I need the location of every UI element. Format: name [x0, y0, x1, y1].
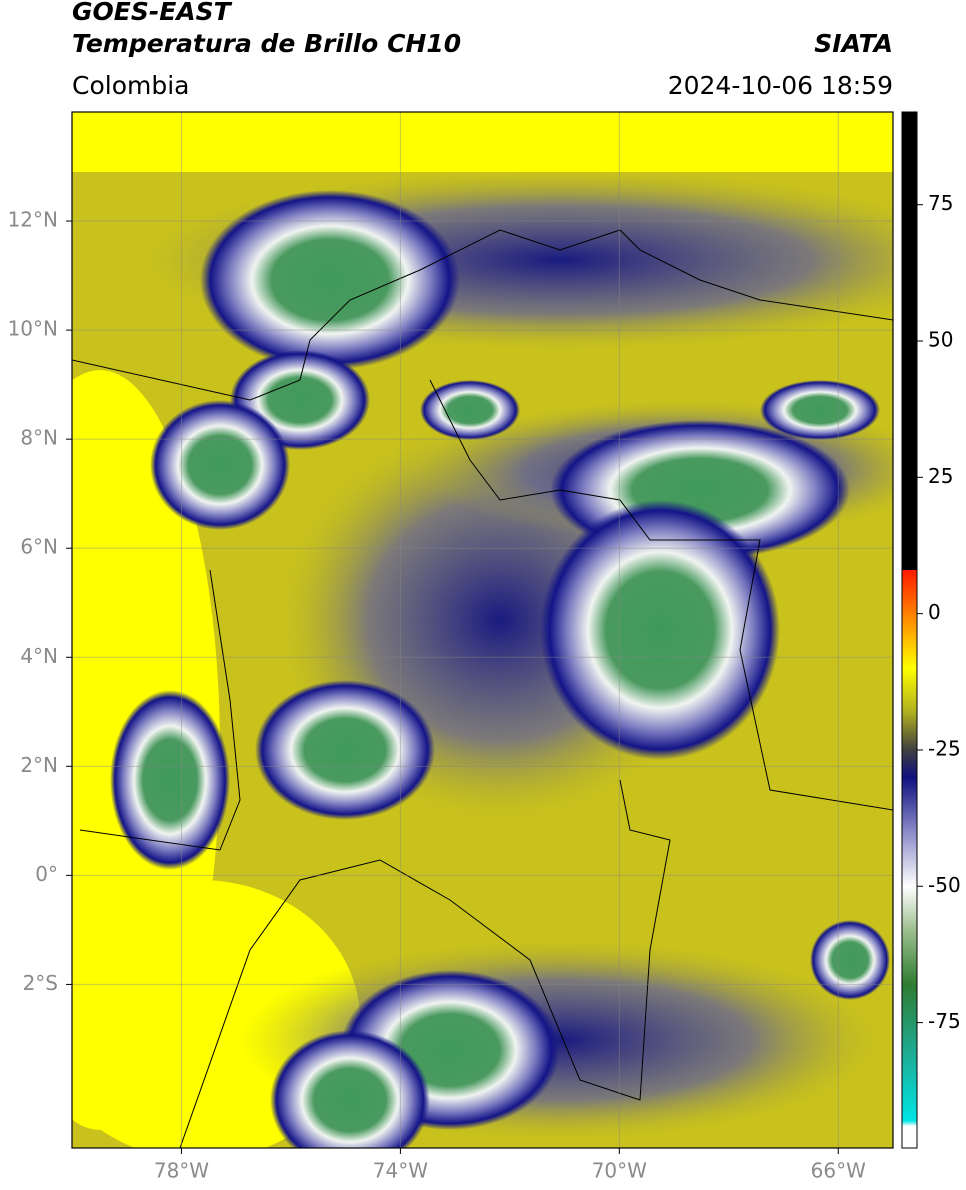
- map-frame: [71, 111, 894, 1149]
- product: Temperatura de Brillo CH10: [72, 29, 461, 58]
- colorbar-tick-label: 0: [928, 600, 941, 624]
- warm-area: [72, 112, 893, 172]
- x-tick-label: 74°W: [373, 1159, 428, 1183]
- colorbar-tick-label: 25: [928, 464, 953, 488]
- storm: [540, 500, 780, 760]
- colorbar-tick-label: -75: [928, 1009, 961, 1033]
- storm: [760, 380, 880, 440]
- region: Colombia: [72, 71, 189, 100]
- colorbar-tick-label: -25: [928, 736, 961, 760]
- grid: [72, 112, 893, 1148]
- colorbar-tick-label: 75: [928, 191, 953, 215]
- y-tick-label: 2°N: [20, 753, 58, 777]
- storm: [810, 920, 890, 1000]
- x-tick-label: 66°W: [811, 1159, 866, 1183]
- imagery: [72, 112, 893, 1148]
- storm: [150, 400, 290, 530]
- y-tick-label: 6°N: [20, 535, 58, 559]
- y-tick-label: 10°N: [8, 317, 58, 341]
- y-tick-label: 4°N: [20, 644, 58, 668]
- satellite: GOES-EAST: [72, 0, 233, 26]
- y-tick-label: 8°N: [20, 426, 58, 450]
- x-tick-label: 78°W: [154, 1159, 209, 1183]
- y-tick-label: 12°N: [8, 208, 58, 232]
- colorbar-tick-label: -50: [928, 873, 961, 897]
- border: [72, 229, 893, 1148]
- colorbar-tick-label: 50: [928, 328, 953, 352]
- y-tick-label: 2°S: [23, 971, 58, 995]
- colorbar: [901, 111, 918, 1149]
- datetime: 2024-10-06 18:59: [668, 71, 893, 100]
- y-tick-label: 0°: [35, 862, 58, 886]
- storm: [200, 190, 460, 370]
- storm: [255, 680, 435, 820]
- storm: [110, 690, 230, 870]
- storm: [420, 380, 520, 440]
- x-tick-label: 70°W: [592, 1159, 647, 1183]
- source: SIATA: [814, 29, 893, 58]
- storm: [270, 1030, 430, 1148]
